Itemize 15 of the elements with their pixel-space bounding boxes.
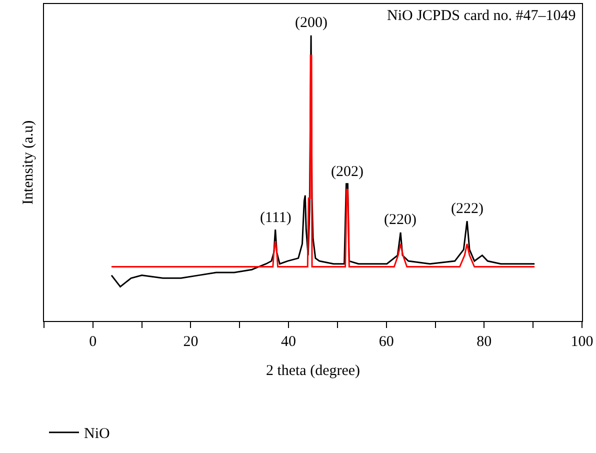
x-axis-title: 2 theta (degree): [266, 363, 360, 379]
x-tick-label: 80: [476, 334, 492, 350]
annotation: (220): [384, 212, 416, 228]
legend-label: NiO: [84, 426, 110, 442]
x-tick-label: 60: [378, 334, 394, 350]
annotation: (222): [451, 201, 484, 217]
annotation: (200): [295, 15, 328, 31]
x-tick-label: 20: [183, 334, 198, 350]
x-tick-label: 100: [570, 334, 594, 350]
annotation: (202): [331, 164, 364, 180]
annotation: (111): [260, 210, 292, 226]
x-tick-label: 0: [89, 334, 97, 350]
y-axis-title: Intensity (a.u): [20, 120, 36, 205]
x-tick-label: 40: [281, 334, 296, 350]
text: NiO JCPDS card no. #47–1049: [387, 8, 576, 24]
